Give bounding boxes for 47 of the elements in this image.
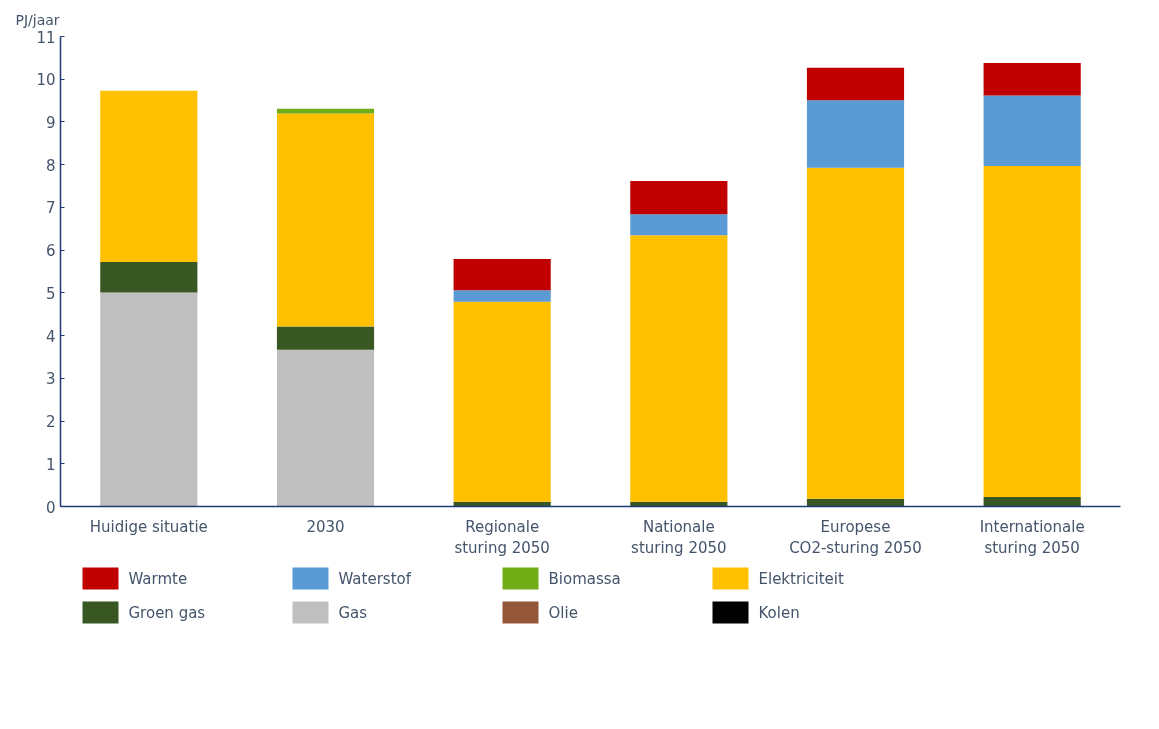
bar <box>630 180 728 215</box>
y-tick-label: 9 <box>45 113 56 132</box>
y-tick-label: 0 <box>45 498 56 517</box>
bar <box>806 67 905 101</box>
y-tick-label: 8 <box>45 156 56 175</box>
y-tick-label: 7 <box>45 199 56 218</box>
legend-label: Gas <box>338 603 368 622</box>
y-tick-label: 10 <box>36 71 56 90</box>
bar <box>453 301 551 502</box>
y-tick-label: 5 <box>45 284 56 303</box>
x-tick-label: 2030 <box>306 517 345 536</box>
legend-label: Biomassa <box>548 569 621 588</box>
bar <box>276 326 375 350</box>
bar <box>100 90 198 263</box>
bar <box>806 498 905 507</box>
y-axis-title: PJ/jaar <box>15 11 60 28</box>
bar <box>983 497 1081 507</box>
bar <box>806 167 905 499</box>
bar <box>630 214 728 236</box>
legend-label: Warmte <box>128 569 188 588</box>
y-tick-label: 6 <box>45 242 56 261</box>
legend-label: Groen gas <box>128 603 206 622</box>
legend-label: Elektriciteit <box>758 569 844 588</box>
bar <box>100 292 198 507</box>
y-tick-label: 3 <box>45 370 56 389</box>
y-tick-label: 11 <box>36 28 56 47</box>
y-tick-label: 4 <box>45 327 56 346</box>
bar <box>806 100 905 168</box>
legend-label: Waterstof <box>338 569 412 588</box>
bar <box>453 290 551 302</box>
x-tick-label: Regionale sturing 2050 <box>454 517 550 558</box>
bar <box>276 113 375 327</box>
bar <box>983 95 1081 166</box>
bar <box>983 62 1081 96</box>
y-tick-label: 1 <box>45 455 56 474</box>
legend-label: Kolen <box>758 603 800 622</box>
x-tick-label: Nationale sturing 2050 <box>631 517 727 558</box>
legend-label: Olie <box>548 603 578 622</box>
y-tick-label: 2 <box>45 413 56 432</box>
bar <box>630 235 728 502</box>
x-tick-label: Huidige situatie <box>89 517 208 536</box>
bar <box>100 262 198 293</box>
x-tick-label: Europese CO2-sturing 2050 <box>789 517 922 558</box>
bar <box>276 349 375 507</box>
bar <box>453 259 551 291</box>
x-tick-label: Internationale sturing 2050 <box>979 517 1085 558</box>
bar <box>983 165 1081 498</box>
